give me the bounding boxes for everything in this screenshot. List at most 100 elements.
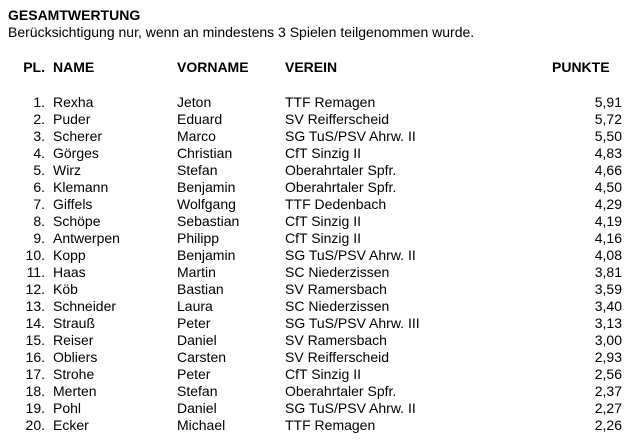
- cell-pl: 1.: [33, 94, 45, 110]
- cell-vorname: Peter: [177, 315, 211, 331]
- table-row: 4. Görges Christian CfT Sinzig II 4,83: [8, 145, 622, 162]
- cell-name: Köb: [53, 281, 78, 297]
- table-row: 16. Obliers Carsten SV Reifferscheid 2,93: [8, 349, 622, 366]
- table-row: 2. Puder Eduard SV Reifferscheid 5,72: [8, 111, 622, 128]
- cell-punkte: 3,13: [594, 315, 622, 331]
- page-title: GESAMTWERTUNG: [8, 7, 141, 23]
- column-header-vorname: VORNAME: [177, 59, 249, 75]
- cell-vorname: Jeton: [177, 94, 212, 110]
- cell-verein: SG TuS/PSV Ahrw. II: [285, 400, 416, 416]
- cell-pl: 11.: [26, 264, 45, 280]
- cell-pl: 20.: [25, 417, 45, 433]
- cell-pl: 7.: [33, 196, 45, 212]
- cell-vorname: Daniel: [177, 400, 217, 416]
- cell-punkte: 5,50: [594, 128, 622, 144]
- cell-pl: 8.: [33, 213, 45, 229]
- cell-punkte: 4,50: [594, 179, 622, 195]
- cell-pl: 12.: [25, 281, 45, 297]
- cell-name: Obliers: [53, 349, 98, 365]
- cell-verein: TTF Dedenbach: [285, 196, 387, 212]
- table-row: 6. Klemann Benjamin Oberahrtaler Spfr. 4,50: [8, 179, 622, 196]
- cell-name: Antwerpen: [53, 230, 120, 246]
- cell-vorname: Benjamin: [177, 247, 236, 263]
- column-header-punkte: PUNKTE: [552, 59, 610, 75]
- cell-vorname: Eduard: [177, 111, 223, 127]
- cell-verein: CfT Sinzig II: [285, 213, 361, 229]
- cell-verein: CfT Sinzig II: [285, 230, 361, 246]
- cell-punkte: 2,56: [594, 366, 622, 382]
- cell-punkte: 4,08: [594, 247, 622, 263]
- cell-name: Kopp: [53, 247, 86, 263]
- cell-name: Haas: [53, 264, 86, 280]
- cell-name: Pohl: [53, 400, 82, 416]
- cell-name: Scherer: [53, 128, 103, 144]
- cell-punkte: 3,59: [594, 281, 622, 297]
- column-header-pl: PL.: [23, 59, 45, 75]
- cell-verein: SG TuS/PSV Ahrw. II: [285, 247, 416, 263]
- table-row: 12. Köb Bastian SV Ramersbach 3,59: [8, 281, 622, 298]
- cell-name: Strohe: [53, 366, 95, 382]
- table-header-row: PL. NAME VORNAME VEREIN PUNKTE: [8, 59, 622, 76]
- column-header-name: NAME: [53, 59, 95, 75]
- cell-vorname: Peter: [177, 366, 211, 382]
- cell-vorname: Carsten: [177, 349, 227, 365]
- cell-verein: SC Niederzissen: [285, 264, 390, 280]
- cell-vorname: Philipp: [177, 230, 220, 246]
- table-row: 17. Strohe Peter CfT Sinzig II 2,56: [8, 366, 622, 383]
- page-subtitle: Berücksichtigung nur, wenn an mindestens…: [8, 24, 475, 40]
- cell-verein: SG TuS/PSV Ahrw. II: [285, 128, 416, 144]
- cell-verein: Oberahrtaler Spfr.: [285, 179, 397, 195]
- cell-pl: 4.: [33, 145, 45, 161]
- table-row: 10. Kopp Benjamin SG TuS/PSV Ahrw. II 4,08: [8, 247, 622, 264]
- cell-punkte: 2,27: [594, 400, 622, 416]
- cell-name: Giffels: [53, 196, 93, 212]
- cell-punkte: 2,37: [594, 383, 622, 399]
- cell-vorname: Wolfgang: [177, 196, 236, 212]
- cell-verein: SV Reifferscheid: [285, 349, 390, 365]
- cell-name: Rexha: [53, 94, 94, 110]
- cell-punkte: 3,00: [594, 332, 622, 348]
- cell-pl: 19.: [25, 400, 45, 416]
- cell-verein: CfT Sinzig II: [285, 366, 361, 382]
- cell-name: Schneider: [53, 298, 117, 314]
- cell-pl: 16.: [25, 349, 45, 365]
- cell-verein: TTF Remagen: [285, 417, 376, 433]
- cell-vorname: Stefan: [177, 383, 218, 399]
- cell-name: Klemann: [53, 179, 109, 195]
- cell-punkte: 4,83: [594, 145, 622, 161]
- table-row: 8. Schöpe Sebastian CfT Sinzig II 4,19: [8, 213, 622, 230]
- cell-name: Ecker: [53, 417, 89, 433]
- table-row: 15. Reiser Daniel SV Ramersbach 3,00: [8, 332, 622, 349]
- cell-punkte: 4,19: [594, 213, 622, 229]
- cell-punkte: 4,16: [594, 230, 622, 246]
- cell-pl: 6.: [33, 179, 45, 195]
- cell-verein: CfT Sinzig II: [285, 145, 361, 161]
- cell-vorname: Martin: [177, 264, 216, 280]
- table-row: 5. Wirz Stefan Oberahrtaler Spfr. 4,66: [8, 162, 622, 179]
- table-row: 3. Scherer Marco SG TuS/PSV Ahrw. II 5,50: [8, 128, 622, 145]
- cell-name: Merten: [53, 383, 97, 399]
- cell-punkte: 4,66: [594, 162, 622, 178]
- table-row: 20. Ecker Michael TTF Remagen 2,26: [8, 417, 622, 434]
- column-header-verein: VEREIN: [285, 59, 338, 75]
- cell-punkte: 2,93: [594, 349, 622, 365]
- cell-pl: 3.: [33, 128, 45, 144]
- cell-verein: SV Ramersbach: [285, 281, 387, 297]
- cell-name: Görges: [53, 145, 99, 161]
- cell-vorname: Christian: [177, 145, 233, 161]
- cell-name: Wirz: [53, 162, 81, 178]
- table-row: 14. Strauß Peter SG TuS/PSV Ahrw. III 3,13: [8, 315, 622, 332]
- table-row: 13. Schneider Laura SC Niederzissen 3,40: [8, 298, 622, 315]
- cell-verein: SV Reifferscheid: [285, 111, 390, 127]
- table-row: 18. Merten Stefan Oberahrtaler Spfr. 2,37: [8, 383, 622, 400]
- cell-verein: SV Ramersbach: [285, 332, 387, 348]
- table-row: 7. Giffels Wolfgang TTF Dedenbach 4,29: [8, 196, 622, 213]
- cell-verein: SG TuS/PSV Ahrw. III: [285, 315, 420, 331]
- cell-vorname: Laura: [177, 298, 213, 314]
- cell-punkte: 3,40: [594, 298, 622, 314]
- cell-punkte: 5,91: [594, 94, 622, 110]
- cell-verein: TTF Remagen: [285, 94, 376, 110]
- cell-pl: 18.: [25, 383, 45, 399]
- table-row: 1. Rexha Jeton TTF Remagen 5,91: [8, 94, 622, 111]
